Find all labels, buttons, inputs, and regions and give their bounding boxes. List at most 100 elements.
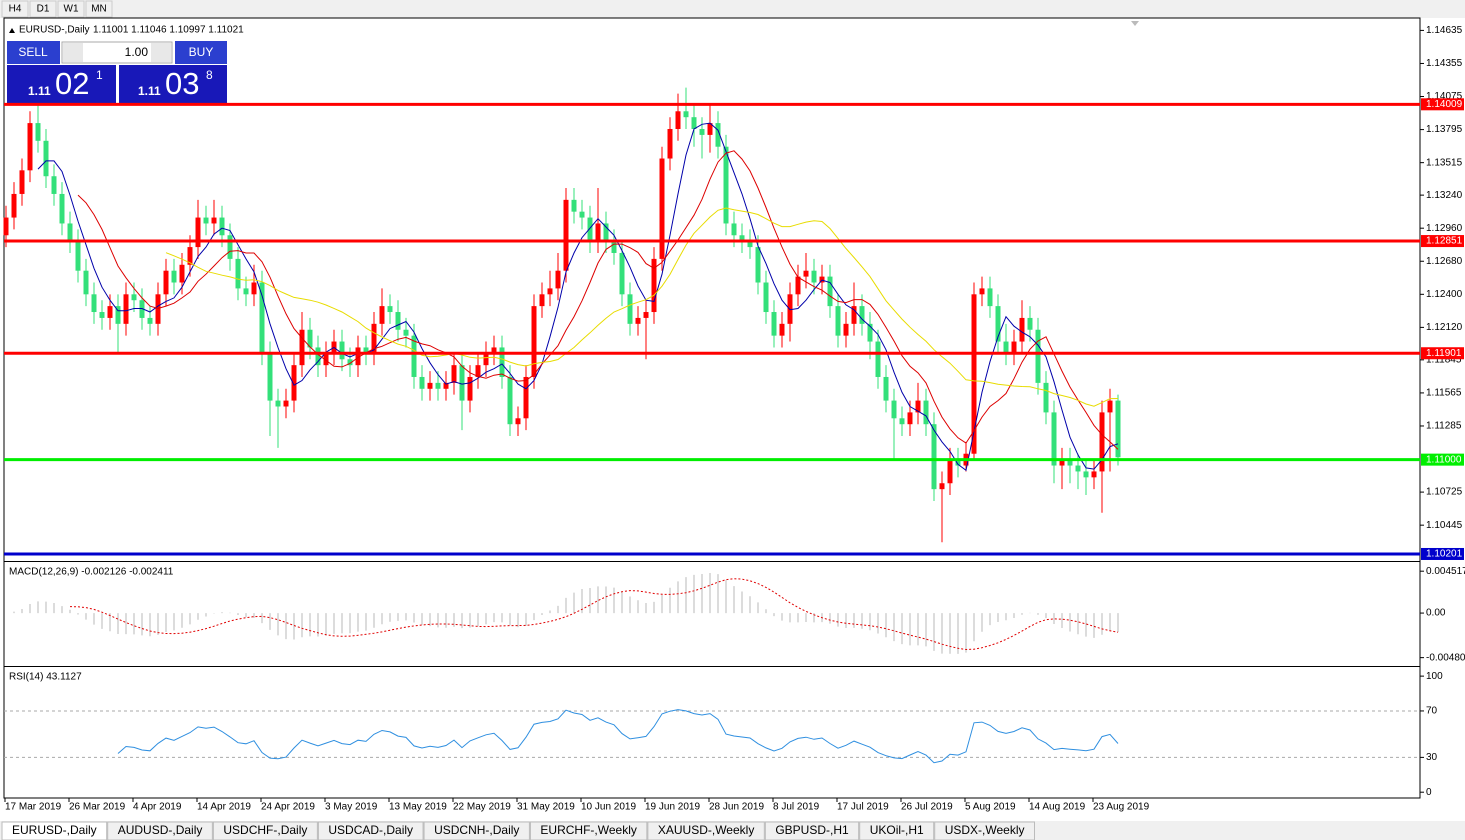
bid-box[interactable] [7, 65, 116, 105]
lots-field[interactable] [61, 41, 173, 64]
candle-body [883, 376, 889, 401]
y-tick-label: 0.00 [1426, 608, 1446, 619]
symbol-tab[interactable] [1, 821, 108, 840]
sell-label[interactable]: SELL [18, 45, 48, 59]
candle-body [83, 270, 89, 295]
candle-body [75, 241, 81, 271]
level-label: 1.11000 [1426, 454, 1462, 465]
symbol-tab[interactable] [212, 821, 318, 840]
symbol-tab[interactable] [859, 821, 935, 840]
candle-body [379, 306, 385, 324]
symbol-tab-label[interactable]: EURUSD-,Daily [12, 823, 97, 837]
candle-body [891, 400, 897, 419]
candle-body [179, 264, 185, 283]
candle-body [187, 247, 193, 265]
symbol-tab-label[interactable]: UKOil-,H1 [870, 823, 924, 837]
y-tick-label: 1.14075 [1426, 91, 1463, 102]
symbol-tab[interactable] [764, 821, 860, 840]
level-tag [1421, 547, 1464, 560]
timeframe-tab[interactable] [85, 0, 113, 18]
symbol-tab-label[interactable]: USDCHF-,Daily [223, 823, 307, 837]
moving-average [77, 150, 1119, 450]
timeframe-label[interactable]: MN [91, 4, 107, 15]
symbol-tab-label[interactable]: XAUUSD-,Weekly [658, 823, 754, 837]
symbol-tab[interactable] [423, 821, 530, 840]
ohlc-label: 1.11001 1.11046 1.10997 1.11021 [93, 25, 244, 36]
collapse-arrow[interactable] [9, 28, 15, 33]
y-tick-label: 1.10725 [1426, 487, 1463, 498]
candle-body [763, 282, 769, 313]
buy-label[interactable]: BUY [189, 45, 214, 59]
timeframe-label[interactable]: H4 [9, 4, 22, 15]
symbol-tab-label[interactable]: GBPUSD-,H1 [775, 823, 849, 837]
timeframe-label[interactable]: W1 [64, 4, 79, 15]
candle-body [1091, 471, 1097, 478]
candle-body [683, 111, 689, 118]
symbol-tab[interactable] [934, 821, 1035, 840]
ask-big: 1.11 [138, 84, 161, 98]
y-tick-label: 30 [1426, 752, 1438, 763]
candle-body [19, 170, 25, 194]
symbol-tab-label[interactable]: AUDUSD-,Daily [118, 823, 203, 837]
candle-body [1019, 317, 1025, 342]
candle-body [995, 306, 1001, 342]
y-tick-label: 1.13795 [1426, 124, 1463, 135]
candle-body [971, 294, 977, 454]
candle-body [699, 128, 705, 135]
y-tick-label: 1.11285 [1426, 421, 1462, 432]
candle-body [419, 376, 425, 389]
candle-body [259, 282, 265, 354]
candle-body [651, 258, 657, 313]
candle-body [355, 347, 361, 366]
candle-body [139, 300, 145, 318]
candle-body [243, 288, 249, 295]
candle-body [1059, 459, 1065, 466]
y-tick-label: 1.13515 [1426, 157, 1463, 168]
buy-button[interactable] [175, 41, 227, 64]
candle-body [779, 323, 785, 336]
candle-body [427, 382, 433, 389]
symbol-tab[interactable] [647, 821, 765, 840]
candle-body [235, 258, 241, 289]
candle-body [315, 347, 321, 366]
lots-up[interactable] [151, 43, 171, 62]
candle-body [603, 223, 609, 242]
symbol-tab[interactable] [529, 821, 648, 840]
candle-body [403, 329, 409, 336]
moving-average [165, 207, 1119, 407]
ask-box[interactable] [119, 65, 227, 105]
lots-value[interactable]: 1.00 [125, 45, 149, 59]
symbol-tab-label[interactable]: EURCHF-,Weekly [540, 823, 636, 837]
candle-body [739, 235, 745, 242]
x-tick-label: 26 Mar 2019 [69, 802, 126, 813]
x-tick-label: 28 Jun 2019 [709, 802, 764, 813]
symbol-tab-label[interactable]: USDX-,Weekly [945, 823, 1025, 837]
x-tick-label: 31 May 2019 [517, 802, 575, 813]
candle-body [731, 223, 737, 236]
candle-body [387, 306, 393, 313]
y-tick-label: 0 [1426, 787, 1432, 798]
y-tick-label: 1.12400 [1426, 289, 1463, 300]
candle-body [515, 418, 521, 425]
symbol-tab-label[interactable]: USDCAD-,Daily [328, 823, 413, 837]
symbol-tab[interactable] [107, 821, 213, 840]
candle-body [227, 235, 233, 259]
y-tick-label: 1.12680 [1426, 256, 1463, 267]
x-tick-label: 5 Aug 2019 [965, 802, 1016, 813]
timeframe-tab[interactable] [57, 0, 85, 18]
candle-body [675, 111, 681, 129]
candle-body [1043, 382, 1049, 413]
sell-button[interactable] [7, 41, 60, 64]
symbol-title: EURUSD-,Daily [19, 25, 90, 36]
y-tick-label: 1.11565 [1426, 388, 1462, 399]
candle-body [939, 483, 945, 490]
candle-body [411, 335, 417, 377]
symbol-tab[interactable] [317, 821, 424, 840]
lots-down[interactable] [63, 43, 83, 62]
symbol-tab-label[interactable]: USDCNH-,Daily [434, 823, 519, 837]
candle-body [867, 323, 873, 342]
timeframe-label[interactable]: D1 [37, 4, 50, 15]
timeframe-tab[interactable] [29, 0, 57, 18]
timeframe-tab[interactable] [1, 0, 29, 18]
